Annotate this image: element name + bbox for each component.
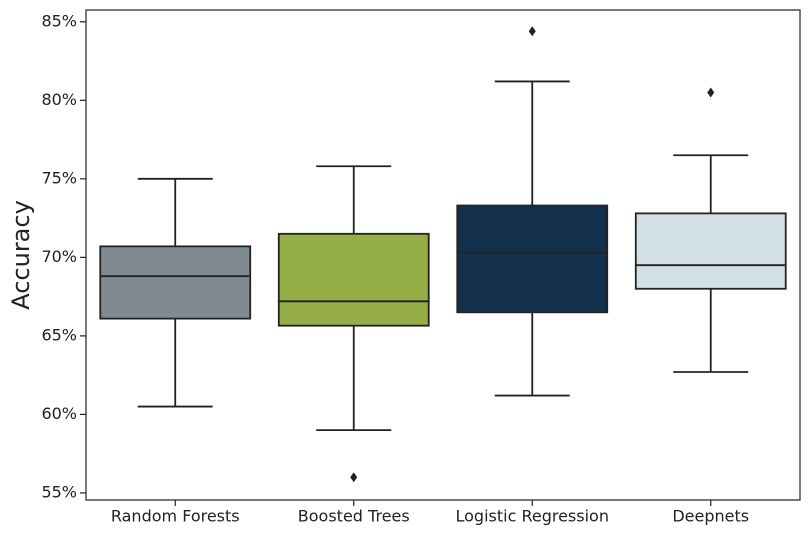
y-tick-label: 85%: [41, 11, 77, 30]
y-axis-label: Accuracy: [7, 200, 35, 310]
box: [277, 232, 430, 327]
y-tick-label: 80%: [41, 90, 77, 109]
box: [456, 204, 609, 314]
x-tick-label: Boosted Trees: [298, 507, 410, 526]
x-tick-label: Random Forests: [111, 507, 240, 526]
outlier: [350, 472, 358, 483]
outlier: [528, 26, 536, 37]
y-tick-label: 75%: [41, 168, 77, 187]
outlier: [707, 87, 715, 98]
y-tick-label: 70%: [41, 247, 77, 266]
y-tick-label: 65%: [41, 325, 77, 344]
y-tick-label: 55%: [41, 482, 77, 501]
y-tick-label: 60%: [41, 404, 77, 423]
x-tick-label: Deepnets: [672, 507, 749, 526]
plot-frame: [85, 9, 801, 501]
box: [99, 245, 252, 320]
box: [634, 212, 787, 290]
x-tick-label: Logistic Regression: [456, 507, 609, 526]
